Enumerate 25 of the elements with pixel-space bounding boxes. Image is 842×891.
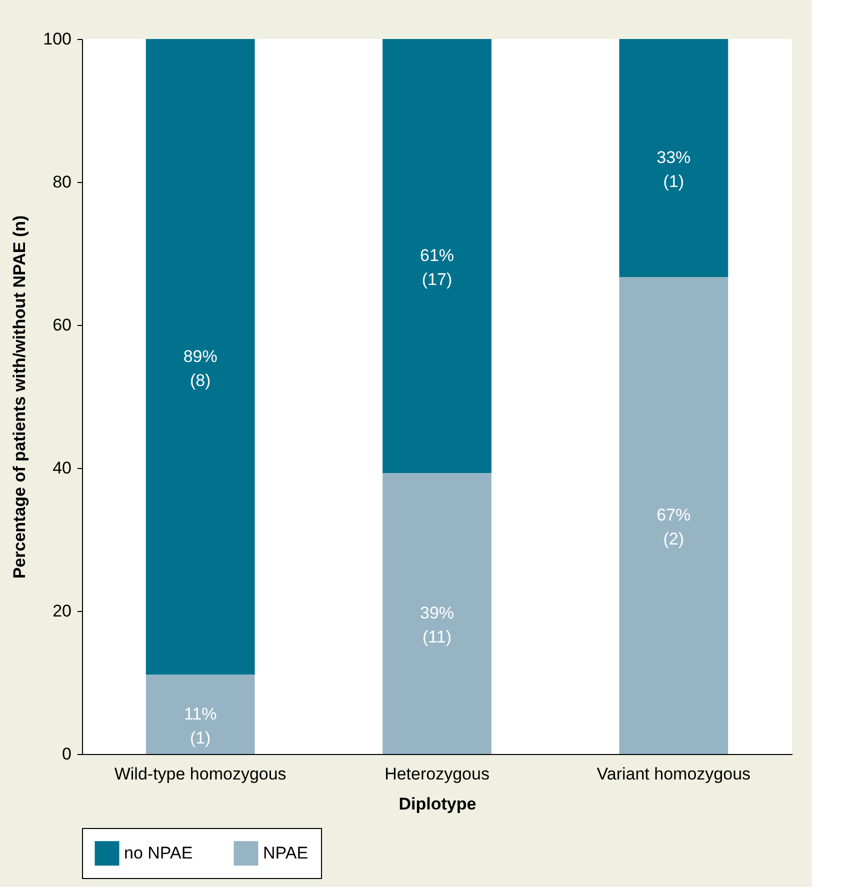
- data-label: 39% (11): [420, 604, 454, 647]
- bar: [382, 473, 492, 754]
- data-label: 11% (1): [184, 704, 217, 748]
- y-axis-title: Percentage of patients with/without NPAE (n): [10, 215, 30, 579]
- x-axis-title: Diplotype: [398, 794, 476, 814]
- y-tick-label: 60: [52, 316, 72, 334]
- legend-label: no NPAE: [124, 843, 193, 862]
- bar: [382, 39, 492, 474]
- bar: [619, 277, 728, 754]
- data-label: 33% (1): [656, 148, 691, 192]
- bar: [146, 674, 255, 754]
- y-tick-label: 100: [43, 30, 72, 48]
- x-tick-label: Wild-type homozygous: [114, 764, 286, 784]
- data-label: 61% (17): [420, 246, 454, 290]
- x-tick-label: Heterozygous: [384, 764, 490, 784]
- data-label: 67% (2): [656, 506, 691, 549]
- y-tick-label: 80: [52, 172, 72, 192]
- bar: [146, 39, 255, 675]
- bar: [619, 39, 728, 278]
- legend-label: NPAE: [263, 843, 308, 862]
- y-tick-label: 0: [62, 744, 72, 764]
- y-tick-label: 20: [52, 602, 72, 620]
- data-label: 89% (8): [183, 346, 218, 390]
- y-tick-label: 40: [52, 458, 72, 478]
- x-tick-label: Variant homozygous: [596, 764, 751, 784]
